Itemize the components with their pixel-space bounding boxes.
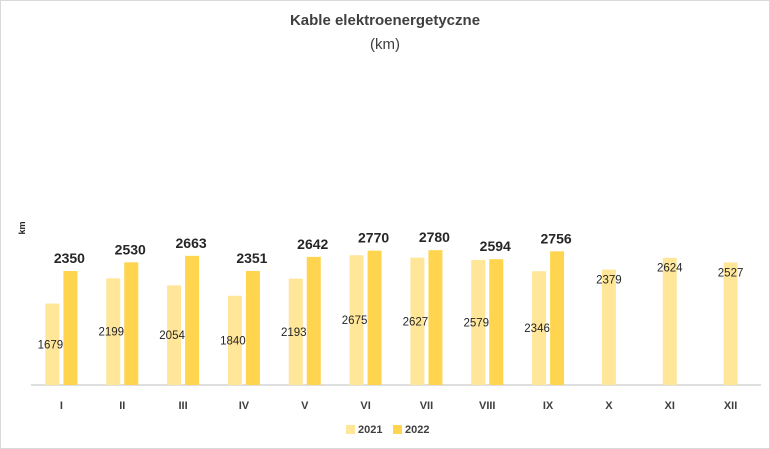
x-tick-label-XII: XII	[724, 400, 737, 412]
data-label-2021-XI: 2624	[657, 263, 683, 275]
bar-2022-VIII	[489, 259, 504, 385]
y-axis-label: km	[17, 221, 27, 234]
data-label-2021-X: 2379	[596, 275, 622, 287]
bar-2022-IV	[245, 270, 260, 385]
data-label-2022-VII: 2780	[419, 229, 450, 245]
data-label-2022-V: 2642	[297, 236, 328, 252]
data-label-2021-IV: 1840	[220, 335, 246, 347]
x-tick-label-VIII: VIII	[479, 400, 496, 412]
data-label-2021-I: 1679	[38, 339, 64, 351]
data-label-2021-VI: 2675	[342, 315, 368, 327]
bar-2021-IV	[227, 295, 242, 385]
x-tick-label-VI: VI	[360, 400, 370, 412]
x-tick-label-I: I	[60, 400, 63, 412]
bar-2022-VII	[428, 250, 443, 385]
data-label-2021-XII: 2527	[718, 267, 744, 279]
x-tick-labels: I II III IV V VI VII VIII IX X XI XII	[60, 400, 737, 412]
legend-swatch-2021	[346, 425, 355, 434]
x-tick-label-IV: IV	[239, 400, 250, 412]
legend: 2021 2022	[346, 424, 429, 436]
data-label-2021-VII: 2627	[403, 316, 429, 328]
x-tick-label-II: II	[119, 400, 125, 412]
data-label-2022-II: 2530	[115, 241, 146, 257]
data-label-2021-VIII: 2579	[463, 317, 489, 329]
bars-group: 1679 2350 2199 2530 2054 2663 1840 2351 2193 2642…	[38, 229, 744, 385]
bar-2021-VI	[349, 255, 364, 385]
chart-title: Kable elektroenergetyczne	[290, 12, 480, 29]
bar-2022-V	[306, 256, 321, 385]
bar-2021-I	[45, 303, 60, 385]
data-label-2022-VI: 2770	[358, 230, 389, 246]
bar-2021-X	[601, 269, 616, 385]
data-label-2021-IX: 2346	[524, 323, 550, 335]
legend-label-2021: 2021	[358, 424, 382, 436]
chart-subtitle: (km)	[370, 36, 400, 53]
x-tick-label-IX: IX	[543, 400, 554, 412]
x-tick-label-XI: XI	[665, 400, 675, 412]
bar-2021-II	[106, 278, 121, 385]
bar-2021-VIII	[471, 259, 486, 385]
bar-2022-VI	[367, 250, 382, 385]
x-tick-label-X: X	[605, 400, 613, 412]
bar-2021-VII	[410, 257, 425, 385]
data-label-2022-IV: 2351	[236, 250, 267, 266]
bar-2021-XII	[723, 262, 738, 385]
legend-swatch-2022	[393, 425, 402, 434]
data-label-2021-II: 2199	[98, 327, 124, 339]
data-label-2022-VIII: 2594	[480, 238, 511, 254]
bar-2022-III	[185, 255, 200, 385]
x-tick-label-III: III	[178, 400, 187, 412]
data-label-2021-V: 2193	[281, 327, 307, 339]
x-tick-label-VII: VII	[420, 400, 433, 412]
legend-label-2022: 2022	[405, 424, 429, 436]
bar-2021-XI	[662, 257, 677, 385]
bar-2021-IX	[532, 271, 547, 385]
bar-2021-V	[288, 278, 303, 385]
x-tick-label-V: V	[301, 400, 309, 412]
data-label-2022-I: 2350	[54, 250, 85, 266]
data-label-2021-III: 2054	[159, 330, 185, 342]
bar-2022-I	[63, 271, 78, 385]
bar-2021-III	[167, 285, 182, 385]
data-label-2022-IX: 2756	[541, 230, 572, 246]
data-label-2022-III: 2663	[176, 235, 207, 251]
bar-2022-IX	[550, 251, 565, 385]
bar-2022-II	[124, 262, 139, 385]
